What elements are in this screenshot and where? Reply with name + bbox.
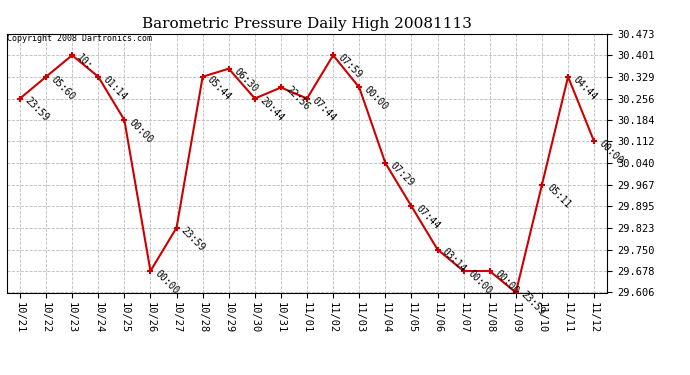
Text: 07:29: 07:29 (388, 160, 416, 188)
Text: 01:14: 01:14 (101, 74, 129, 102)
Text: 22:56: 22:56 (284, 85, 312, 112)
Text: 20:44: 20:44 (257, 96, 286, 124)
Text: 05:11: 05:11 (544, 182, 573, 210)
Text: 07:44: 07:44 (310, 96, 337, 124)
Text: 10:: 10: (75, 53, 95, 72)
Text: 00:00: 00:00 (597, 139, 624, 166)
Text: 07:59: 07:59 (336, 53, 364, 80)
Text: 06:30: 06:30 (232, 66, 259, 94)
Text: Copyright 2008 Dartronics.com: Copyright 2008 Dartronics.com (7, 34, 152, 43)
Title: Barometric Pressure Daily High 20081113: Barometric Pressure Daily High 20081113 (142, 17, 472, 31)
Text: 00:00: 00:00 (127, 117, 155, 145)
Text: 23:59: 23:59 (519, 290, 546, 318)
Text: 00:00: 00:00 (466, 268, 494, 296)
Text: 23:59: 23:59 (179, 225, 207, 253)
Text: 00:00: 00:00 (493, 268, 520, 296)
Text: 00:00: 00:00 (153, 268, 181, 296)
Text: 05:60: 05:60 (49, 74, 77, 102)
Text: 03:14: 03:14 (440, 247, 469, 274)
Text: 23:59: 23:59 (23, 96, 50, 124)
Text: 07:44: 07:44 (414, 204, 442, 231)
Text: 04:44: 04:44 (571, 74, 599, 102)
Text: 00:00: 00:00 (362, 85, 390, 112)
Text: 05:44: 05:44 (206, 74, 233, 102)
